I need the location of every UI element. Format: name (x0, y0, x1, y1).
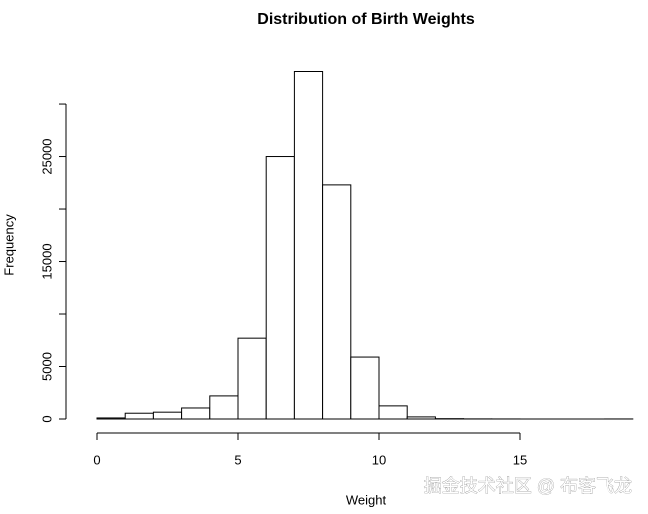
bar (293, 71, 324, 420)
bar (322, 184, 352, 420)
x-tick-label: 5 (234, 452, 241, 467)
bar (124, 412, 154, 420)
bar (181, 407, 211, 420)
x-tick-label: 0 (93, 452, 100, 467)
bar (350, 356, 380, 420)
bar (378, 405, 408, 420)
watermark: 掘金技术社区 @ 布客飞龙 (424, 476, 632, 496)
bar (237, 337, 267, 420)
chart-title: Distribution of Birth Weights (257, 11, 475, 28)
x-axis-label: Weight (346, 492, 387, 507)
x-tick-label: 10 (372, 452, 386, 467)
y-tick-label: 15000 (39, 243, 54, 279)
bar (152, 411, 183, 420)
y-tick-label: 5000 (39, 352, 54, 381)
bar (265, 156, 295, 420)
bar (209, 395, 239, 420)
x-tick-label: 15 (513, 452, 527, 467)
y-tick-label: 25000 (39, 138, 54, 174)
y-axis-label: Frequency (1, 214, 16, 276)
y-tick-label: 0 (39, 415, 54, 422)
